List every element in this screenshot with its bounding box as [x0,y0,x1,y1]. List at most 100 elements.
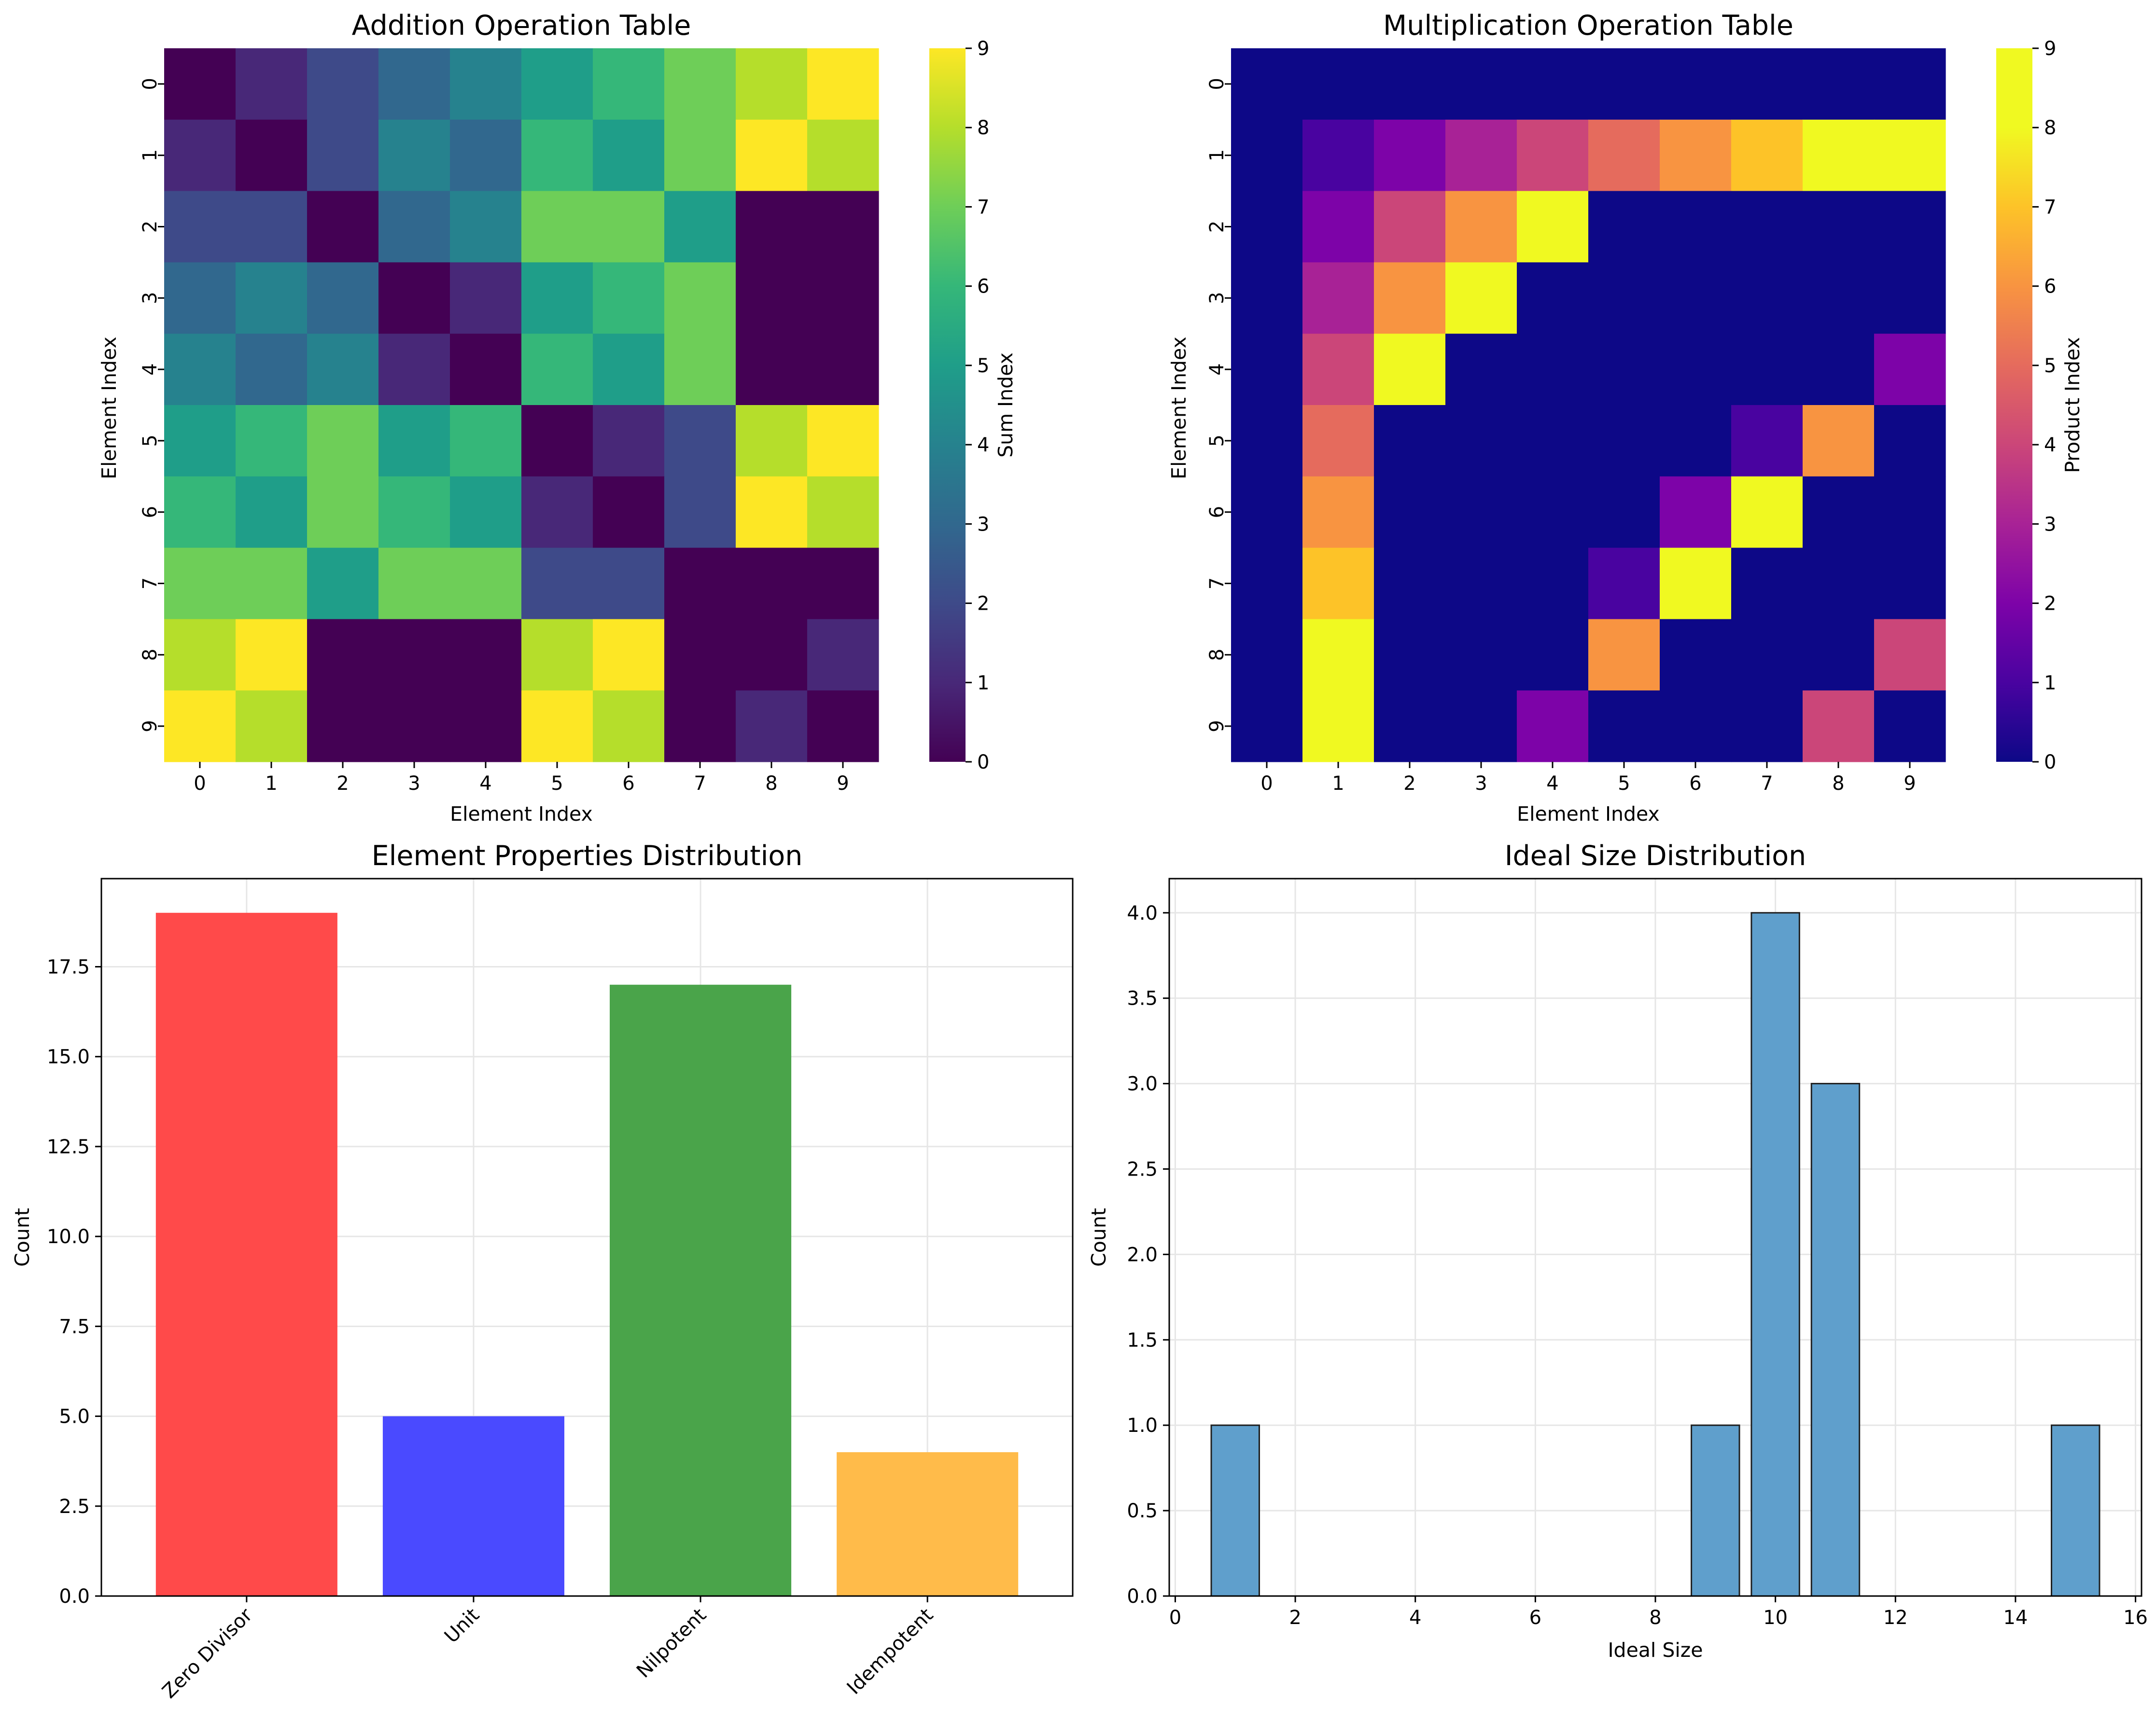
addition-cell [450,476,522,548]
addition-cell [807,619,879,691]
multiplication-colorbar-tick-label: 2 [2044,593,2056,615]
properties-title: Element Properties Distribution [372,840,803,872]
multiplication-cell [1517,119,1589,192]
multiplication-cell [1302,690,1374,762]
ideal-size-y-tick-label: 0.0 [1127,1585,1158,1608]
addition-cell [807,191,879,263]
multiplication-cell [1302,476,1374,548]
multiplication-x-tick-label: 0 [1260,772,1273,795]
multiplication-cell [1874,48,1946,120]
multiplication-cell [1660,262,1732,334]
multiplication-cell [1517,547,1589,619]
properties-bar [837,1452,1019,1596]
multiplication-cell [1588,690,1660,762]
multiplication-cell [1803,48,1875,120]
multiplication-x-tick-label: 6 [1689,772,1701,795]
addition-cell [164,690,236,762]
multiplication-cell [1731,619,1803,691]
addition-cell [807,690,879,762]
addition-colorbar-tick-label: 6 [977,276,989,298]
addition-cell [521,262,593,334]
multiplication-y-tick-label: 8 [1206,649,1228,661]
multiplication-cell [1803,619,1875,691]
multiplication-cell [1588,334,1660,406]
multiplication-cell [1803,262,1875,334]
addition-cell [593,547,665,619]
properties-axes-frame [100,878,1074,1597]
addition-cell [236,690,308,762]
addition-cell [307,405,379,477]
addition-cell [736,690,808,762]
addition-cell [236,191,308,263]
addition-y-tick-label: 7 [139,577,161,589]
addition-cell [378,547,450,619]
multiplication-cell [1588,191,1660,263]
multiplication-y-tick-label: 4 [1206,363,1228,375]
ideal-size-bar [1691,1424,1740,1597]
addition-cell [664,547,736,619]
properties-bar [610,984,792,1596]
addition-cell [521,334,593,406]
multiplication-x-tick-label: 4 [1546,772,1558,795]
multiplication-cell [1231,619,1303,691]
multiplication-cell [1302,119,1374,192]
multiplication-cell [1445,690,1517,762]
addition-cell [736,119,808,192]
multiplication-cell [1660,476,1732,548]
multiplication-x-tick-label: 2 [1403,772,1415,795]
addition-y-tick-label: 4 [139,363,161,375]
properties-y-tick-label: 0.0 [59,1585,90,1608]
addition-cell [807,48,879,120]
multiplication-y-tick-label: 7 [1206,577,1228,589]
addition-cell [736,262,808,334]
addition-cell [664,48,736,120]
addition-cell [236,334,308,406]
addition-y-tick-label: 9 [139,720,161,732]
addition-cell [736,476,808,548]
multiplication-colorbar-ticks: 0 1 2 3 4 5 6 7 8 9 [2032,38,2056,773]
addition-cell [521,191,593,263]
multiplication-cell [1660,405,1732,477]
addition-cell [236,547,308,619]
multiplication-cell [1231,119,1303,192]
addition-cell [378,619,450,691]
addition-cell [521,48,593,120]
addition-y-tick-label: 0 [139,78,161,90]
multiplication-cell [1517,405,1589,477]
addition-cell [164,262,236,334]
multiplication-cell [1588,547,1660,619]
addition-colorbar-tick-label: 5 [977,355,989,377]
multiplication-cell [1803,547,1875,619]
addition-y-tick-label: 5 [139,434,161,447]
multiplication-y-tick-label: 0 [1206,78,1228,90]
multiplication-cell [1374,405,1446,477]
addition-x-tick-label: 1 [265,772,277,795]
properties-bar-panel: Element Properties Distribution 0.0 2.5 5.… [11,840,1074,1703]
multiplication-cell [1302,334,1374,406]
multiplication-cell [1660,334,1732,406]
addition-colorbar-label: Sum Index [994,352,1017,458]
multiplication-cell [1517,191,1589,263]
properties-y-tick-label: 15.0 [47,1046,90,1068]
multiplication-cell [1660,619,1732,691]
addition-x-tick-label: 8 [765,772,777,795]
multiplication-cell [1445,476,1517,548]
addition-cell [236,476,308,548]
multiplication-colorbar-tick-label: 3 [2044,513,2056,535]
ideal-size-y-ticks: 0.0 0.5 1.0 1.5 2.0 2.5 3.0 3.5 4.0 [1127,902,1169,1608]
ideal-size-y-tick-label: 1.5 [1127,1329,1158,1351]
multiplication-y-ticks: 0 1 2 3 4 5 6 7 8 9 [1206,78,1231,732]
multiplication-cell [1874,334,1946,406]
addition-colorbar-tick-label: 4 [977,434,989,456]
ideal-size-y-tick-label: 0.5 [1127,1500,1158,1522]
addition-cell [236,119,308,192]
addition-cell [164,405,236,477]
addition-cell [521,619,593,691]
addition-cell [736,191,808,263]
properties-y-ticks: 0.0 2.5 5.0 7.5 10.0 12.5 15.0 17.5 [47,956,101,1608]
addition-cell [593,690,665,762]
ideal-size-x-tick-label: 0 [1169,1607,1181,1629]
multiplication-cell [1231,48,1303,120]
ideal-size-x-tick-label: 10 [1763,1607,1788,1629]
